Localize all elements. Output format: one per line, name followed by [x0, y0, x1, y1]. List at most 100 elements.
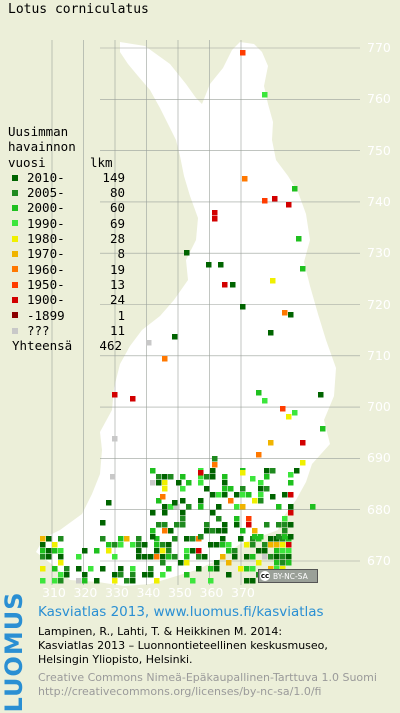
observation-cell: [234, 516, 240, 522]
legend-item: -1899 1: [8, 308, 125, 323]
observation-cell: [184, 548, 190, 554]
observation-cell: [240, 504, 246, 510]
observation-cell: [264, 486, 270, 492]
observation-cell: [250, 476, 256, 482]
observation-cell: [276, 534, 282, 540]
observation-cell: [276, 522, 282, 528]
observation-cell: [268, 440, 274, 446]
legend-item-label: 1950-: [27, 276, 65, 292]
legend-swatch: [12, 174, 18, 181]
observation-cell: [118, 566, 124, 572]
observation-cell: [280, 406, 286, 412]
observation-cell: [268, 536, 274, 542]
observation-cell: [160, 494, 166, 500]
observation-cell: [174, 504, 180, 510]
legend-count-header: lkm: [90, 154, 113, 170]
observation-cell: [256, 560, 262, 566]
legend-item: 1970- 8: [8, 246, 125, 261]
y-tick-label: 700: [367, 399, 391, 415]
observation-cell: [82, 572, 88, 578]
x-tick-label: 340: [136, 585, 161, 600]
observation-cell: [198, 480, 204, 486]
observation-cell: [240, 50, 246, 56]
observation-cell: [106, 500, 112, 506]
observation-cell: [58, 548, 64, 554]
y-tick-label: 670: [367, 553, 391, 568]
observation-cell: [106, 548, 112, 554]
observation-cell: [148, 572, 154, 578]
observation-cell: [238, 536, 244, 542]
legend: Uusimman havainnon vuosi lkm 2010- 149 200…: [8, 124, 125, 353]
observation-cell: [282, 534, 288, 540]
luomus-logo-text: LUOMUS: [0, 591, 28, 713]
observation-cell: [130, 578, 136, 584]
observation-cell: [288, 492, 294, 498]
observation-cell: [172, 334, 178, 340]
observation-cell: [156, 522, 162, 528]
observation-cell: [150, 468, 156, 474]
observation-cell: [226, 560, 232, 566]
observation-cell: [240, 470, 246, 476]
observation-cell: [274, 554, 280, 560]
observation-cell: [206, 262, 212, 268]
observation-cell: [286, 202, 292, 208]
observation-cell: [310, 504, 316, 510]
observation-cell: [288, 472, 294, 478]
observation-cell: [172, 500, 178, 506]
observation-cell: [274, 542, 280, 548]
observation-cell: [112, 572, 118, 578]
observation-cell: [320, 426, 326, 432]
y-tick-label: 740: [367, 193, 391, 209]
observation-cell: [88, 566, 94, 572]
observation-cell: [208, 542, 214, 548]
legend-swatch: [12, 251, 18, 258]
observation-cell: [112, 436, 118, 442]
observation-cell: [300, 440, 306, 446]
observation-cell: [58, 578, 64, 584]
legend-item-label: 1980-: [27, 231, 65, 247]
observation-cell: [190, 578, 196, 584]
observation-cell: [150, 480, 156, 486]
observation-cell: [294, 468, 300, 474]
observation-cell: [250, 542, 256, 548]
observation-cell: [166, 554, 172, 560]
y-tick-label: 760: [367, 91, 391, 107]
observation-cell: [150, 534, 156, 540]
observation-cell: [286, 554, 292, 560]
observation-cell: [196, 548, 202, 554]
x-tick-label: 320: [73, 585, 98, 600]
observation-cell: [222, 528, 228, 534]
observation-cell: [208, 566, 214, 572]
observation-cell: [256, 548, 262, 554]
observation-cell: [280, 542, 286, 548]
legend-item-count: 60: [109, 200, 125, 216]
observation-cell: [282, 522, 288, 528]
observation-cell: [40, 548, 46, 554]
observation-cell: [264, 522, 270, 528]
observation-cell: [292, 410, 298, 416]
legend-item-count: 13: [109, 276, 125, 292]
observation-cell: [118, 572, 124, 578]
observation-cell: [162, 510, 168, 516]
observation-cell: [136, 548, 142, 554]
observation-cell: [262, 548, 268, 554]
finland-outline: [36, 42, 336, 586]
footer-headline: Kasviatlas 2013, www.luomus.fi/kasviatla…: [38, 604, 324, 620]
observation-cell: [172, 536, 178, 542]
observation-cell: [292, 186, 298, 192]
observation-cell: [124, 536, 130, 542]
observation-cell: [160, 554, 166, 560]
observation-cell: [148, 554, 154, 560]
observation-cell: [216, 504, 222, 510]
observation-cell: [252, 534, 258, 540]
legend-item-label: 2010-: [27, 169, 65, 185]
observation-cell: [202, 554, 208, 560]
y-tick-label: 690: [367, 450, 391, 466]
observation-cell: [100, 536, 106, 542]
observation-cell: [184, 572, 190, 578]
observation-cell: [64, 566, 70, 572]
observation-cell: [210, 510, 216, 516]
observation-cell: [220, 542, 226, 548]
observation-cell: [250, 554, 256, 560]
legend-swatch: [12, 205, 18, 212]
